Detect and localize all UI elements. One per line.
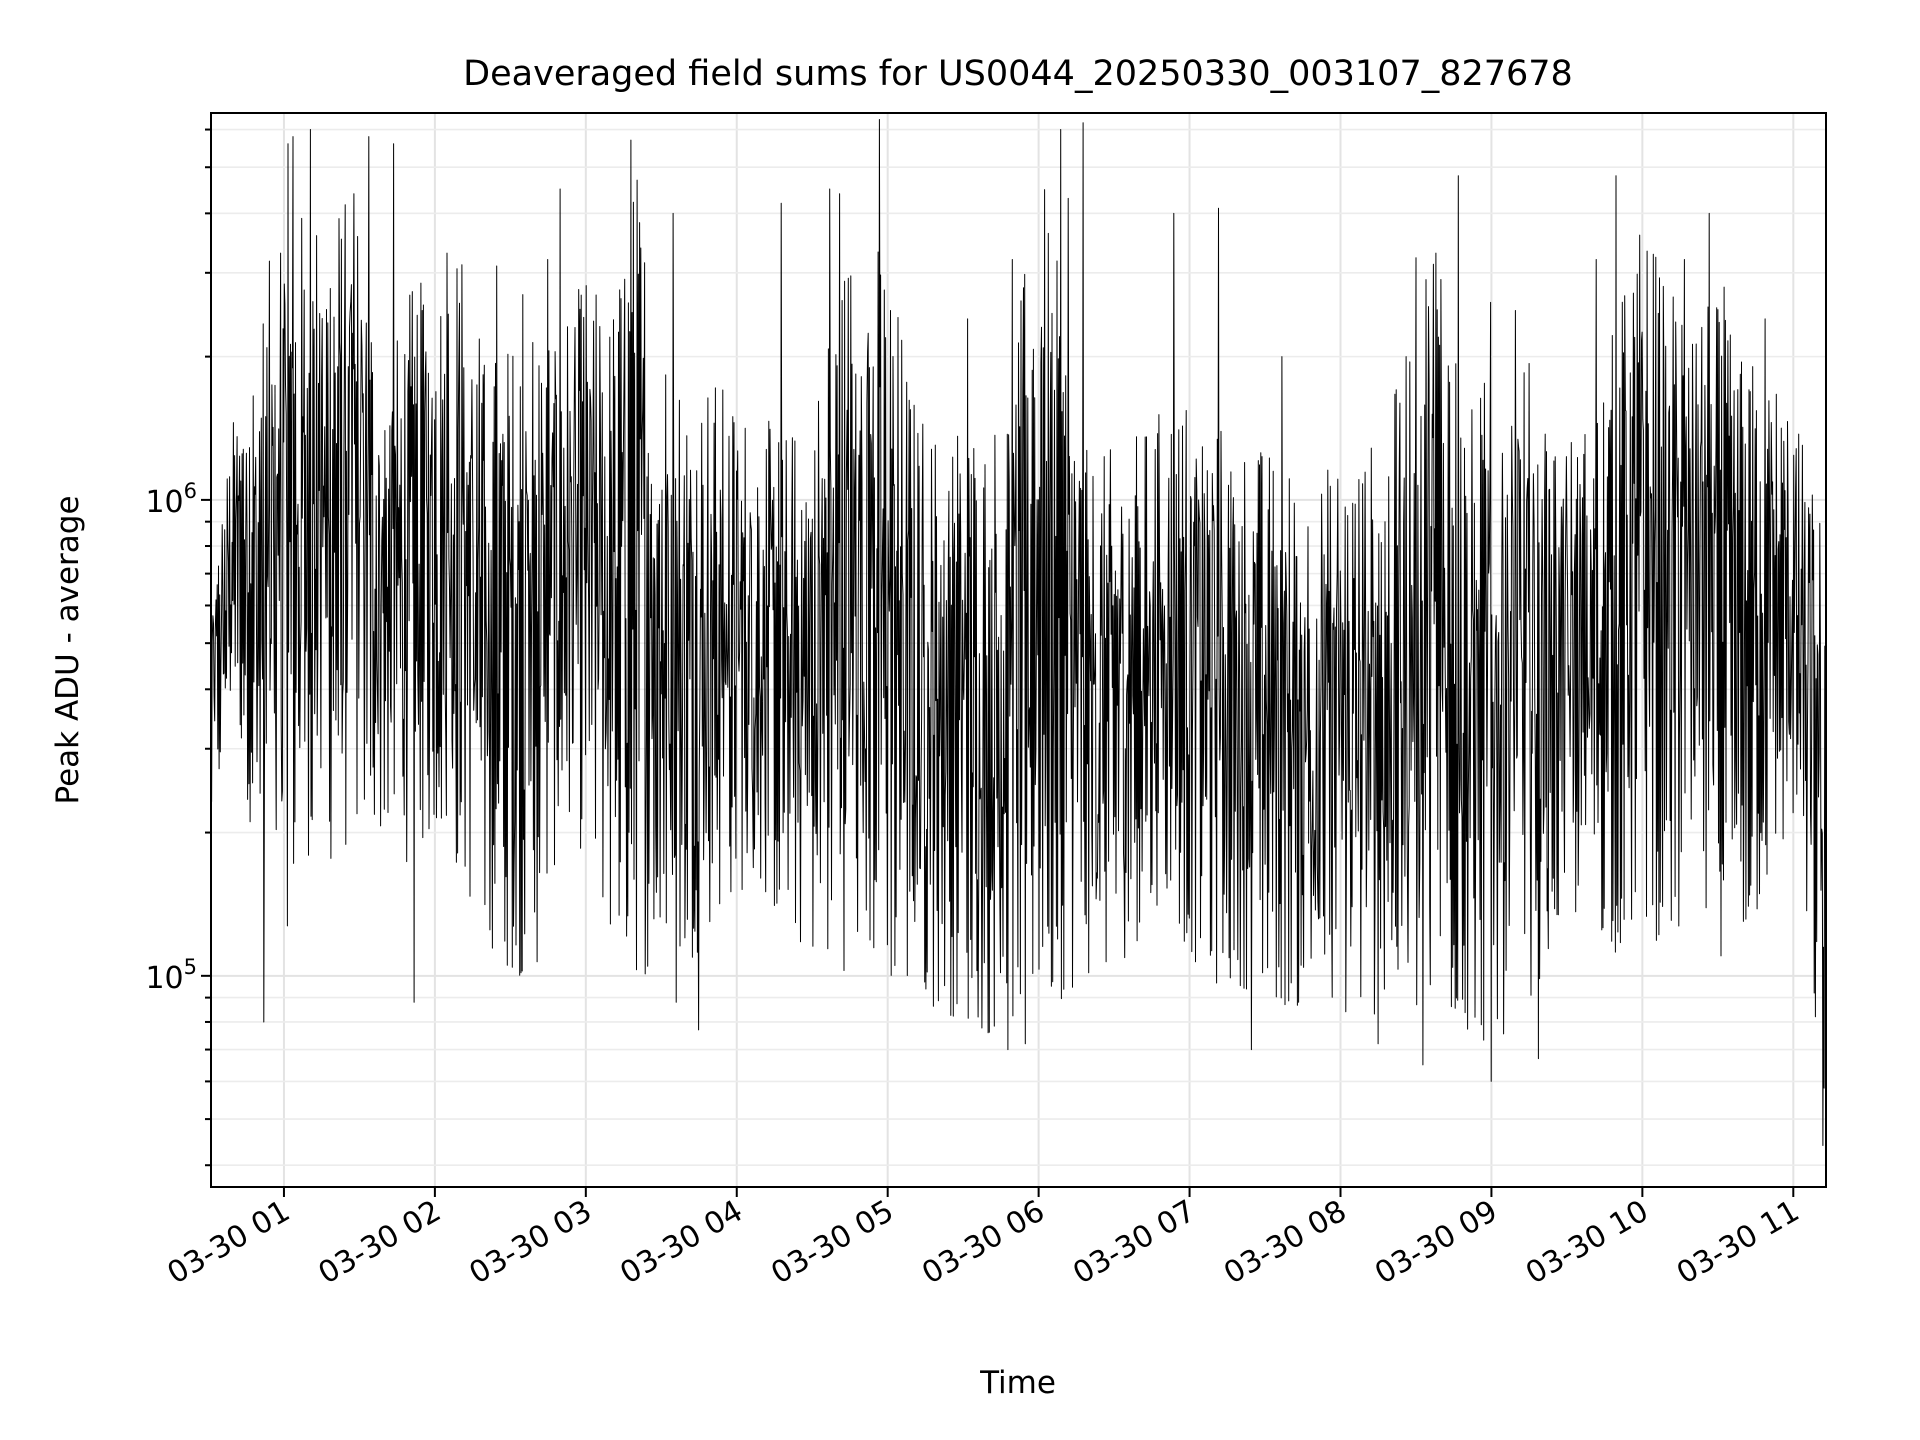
y-tick-label: 105 — [145, 955, 197, 996]
x-tick-label: 03-30 11 — [1671, 1194, 1805, 1292]
y-axis-label: Peak ADU - average — [50, 495, 86, 804]
y-tick-base: 10 — [145, 961, 183, 996]
x-tick-label: 03-30 06 — [916, 1194, 1050, 1292]
x-tick-label: 03-30 05 — [765, 1194, 899, 1292]
y-tick-label: 106 — [145, 479, 197, 520]
y-tick-exponent: 6 — [184, 479, 197, 503]
x-axis-label: Time — [979, 1365, 1056, 1401]
x-tick-label: 03-30 07 — [1067, 1194, 1201, 1292]
axes-frame — [210, 112, 1827, 1188]
x-tick-label: 03-30 04 — [614, 1194, 748, 1292]
x-tick-label: 03-30 08 — [1218, 1194, 1352, 1292]
chart-title: Deaveraged field sums for US0044_2025033… — [463, 54, 1573, 94]
x-tick-label: 03-30 03 — [464, 1194, 598, 1292]
x-tick-label: 03-30 09 — [1369, 1194, 1503, 1292]
y-tick-base: 10 — [145, 485, 183, 520]
x-tick-label: 03-30 01 — [162, 1194, 296, 1292]
y-tick-exponent: 5 — [184, 955, 197, 979]
series-line — [210, 119, 1827, 1146]
x-axis: 03-30 01 03-30 02 03-30 03 03-30 04 03-30 05… — [162, 1187, 1805, 1292]
x-tick-label: 03-30 10 — [1520, 1194, 1654, 1292]
x-tick-label: 03-30 02 — [313, 1194, 447, 1292]
